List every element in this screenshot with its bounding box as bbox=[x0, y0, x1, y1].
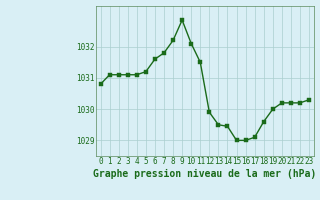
X-axis label: Graphe pression niveau de la mer (hPa): Graphe pression niveau de la mer (hPa) bbox=[93, 169, 316, 179]
